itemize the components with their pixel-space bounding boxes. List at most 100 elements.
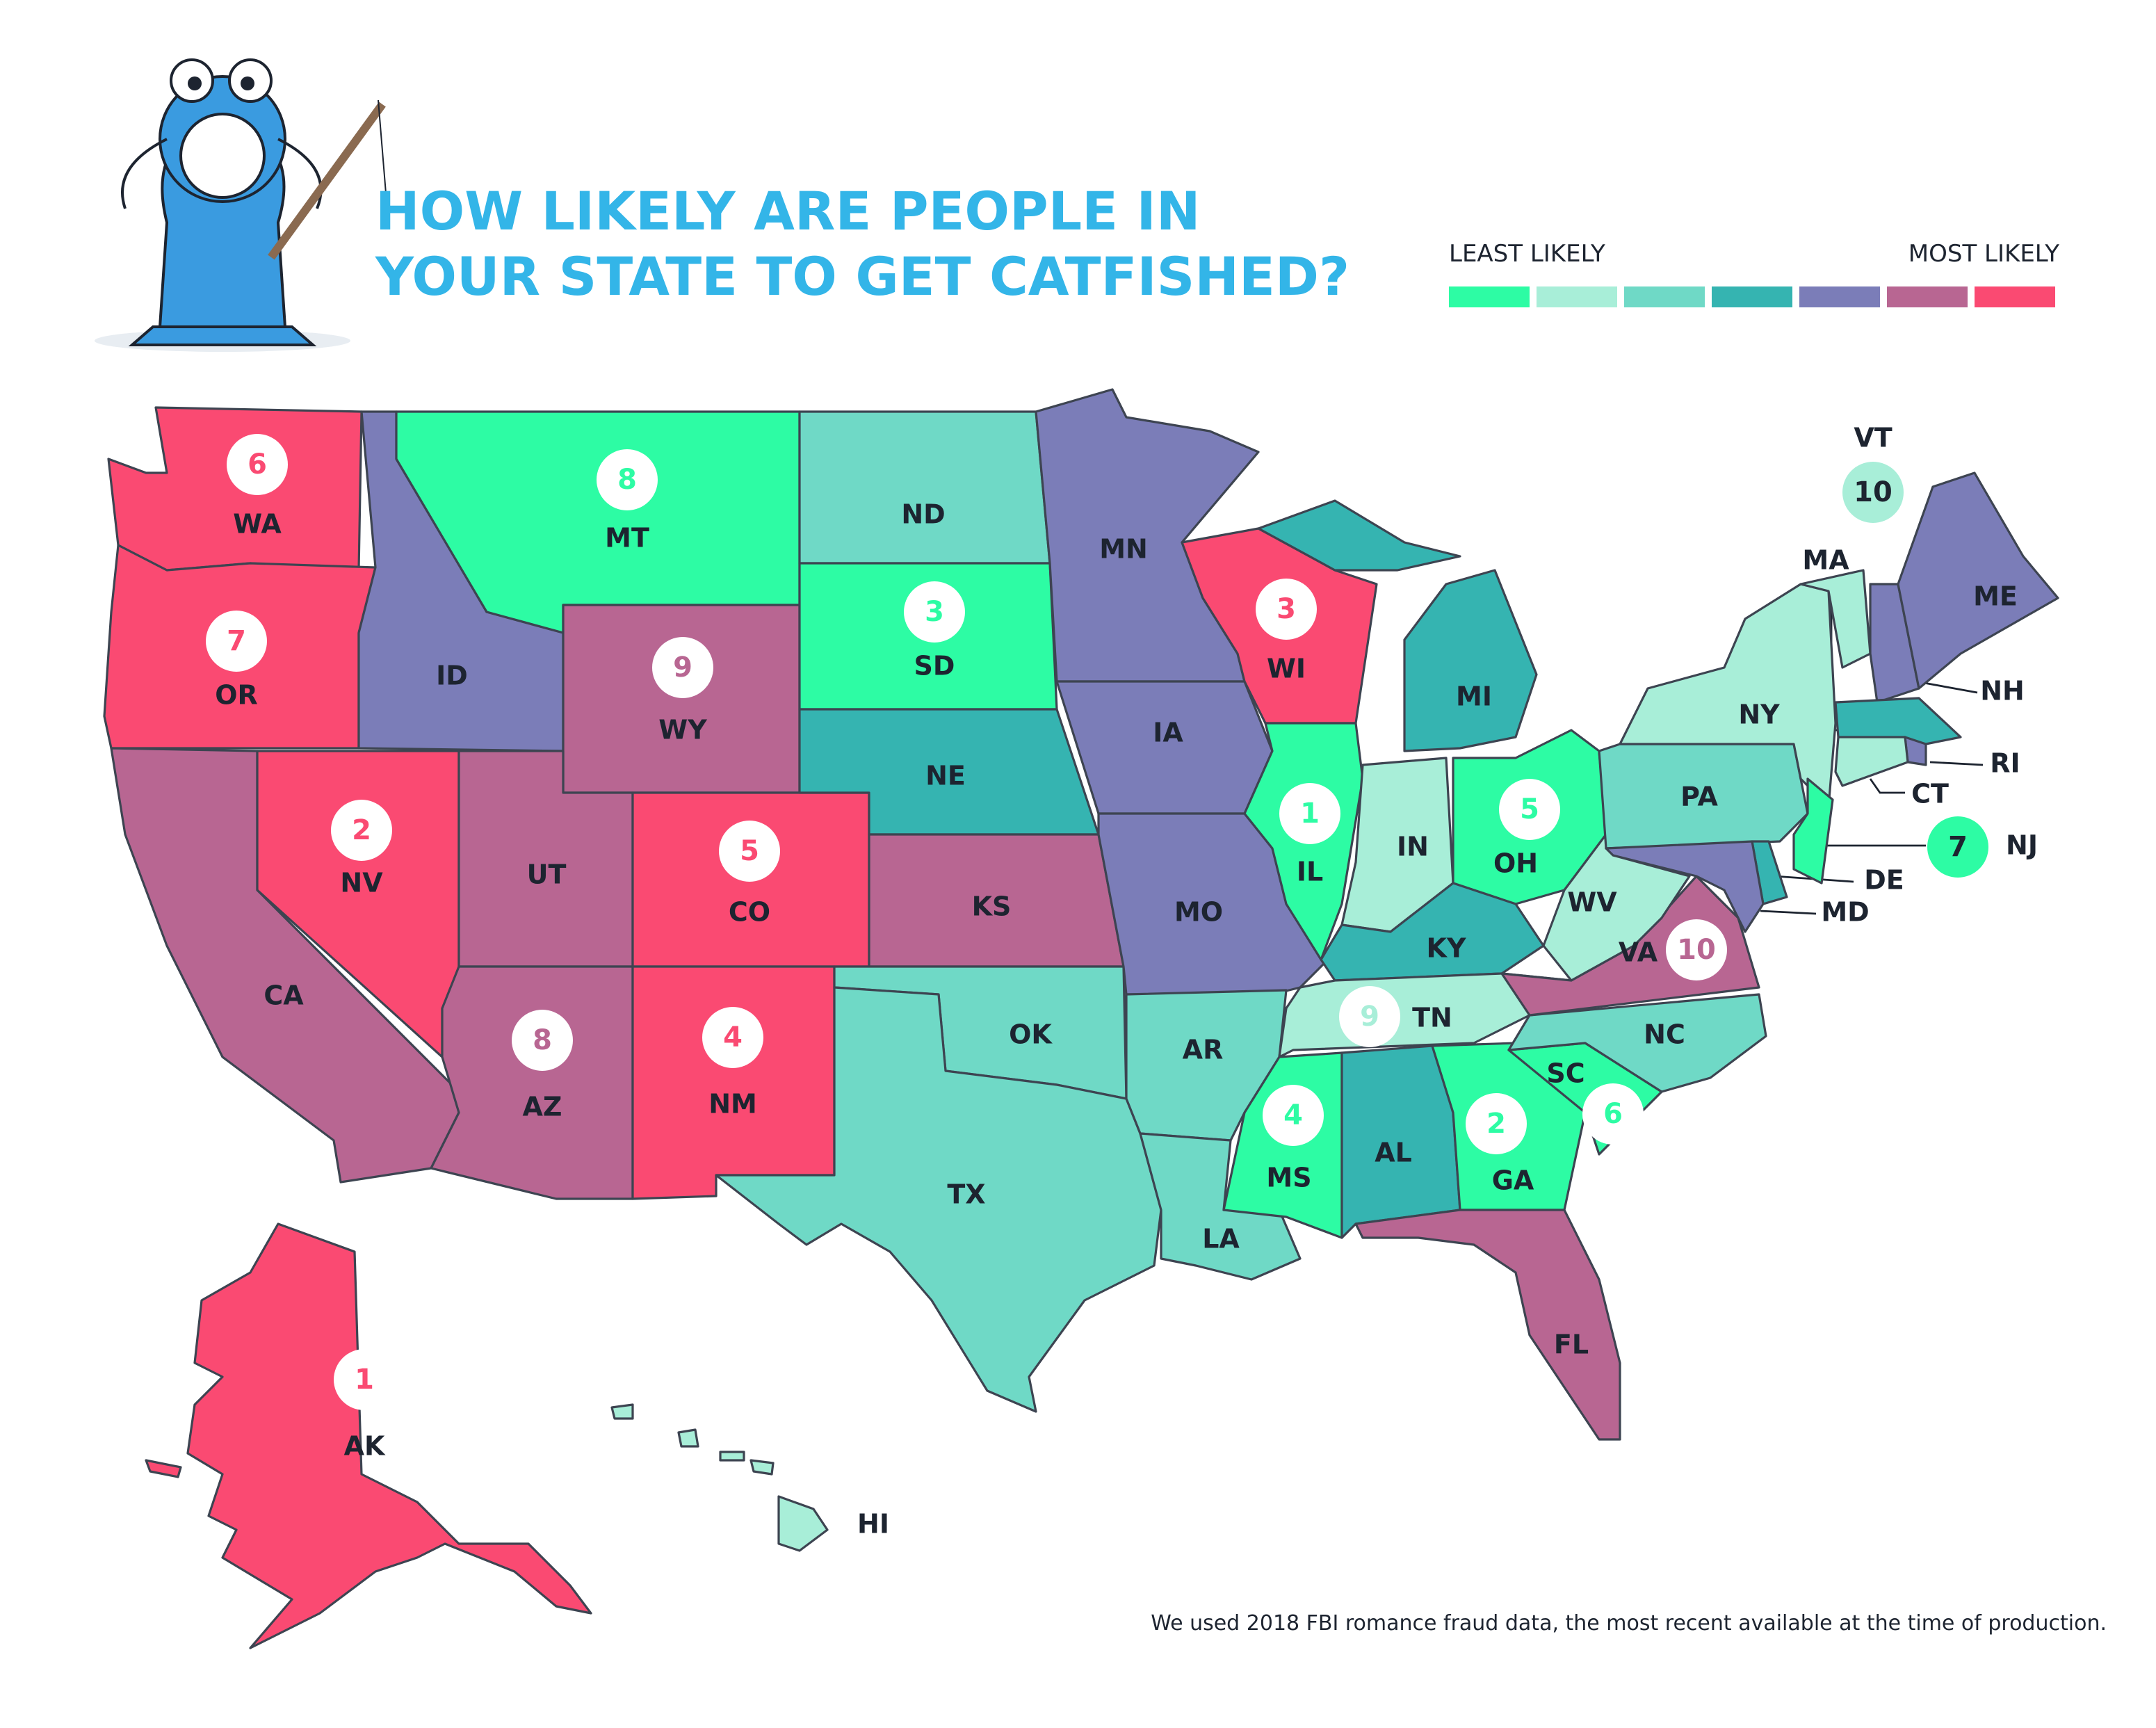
state [145, 1222, 592, 1649]
title-line: HOW LIKELY ARE PEOPLE IN [375, 180, 1200, 242]
state-label: MN [1099, 534, 1148, 565]
legend-label: LEAST LIKELY [1449, 240, 1605, 268]
state-label: CO [729, 897, 770, 928]
state-shapes [103, 388, 2059, 1649]
rank-number: 9 [673, 652, 692, 684]
state-label: VA [1619, 937, 1658, 968]
state-label: CT [1911, 779, 1949, 809]
state [798, 410, 1051, 565]
rank-number: 2 [352, 814, 371, 846]
rank-number: 9 [1360, 1001, 1379, 1033]
state [631, 965, 836, 1200]
state-label: OR [215, 680, 258, 711]
rank-badge [652, 637, 713, 698]
state [1139, 1132, 1302, 1281]
state-shape [1125, 989, 1288, 1142]
footnote: We used 2018 FBI romance fraud data, the… [1151, 1611, 2107, 1636]
state-label: CA [264, 980, 304, 1011]
state-label: MO [1174, 897, 1223, 928]
rank-number: 7 [227, 625, 246, 657]
state-shape [1897, 471, 2059, 690]
state [107, 406, 363, 572]
state-shape [145, 1459, 182, 1478]
state [1542, 833, 1691, 982]
state-label: WI [1267, 654, 1306, 684]
state-label: MS [1266, 1163, 1311, 1193]
state-label: AZ [523, 1092, 562, 1122]
state-label: IA [1153, 718, 1183, 748]
state-label: TX [947, 1179, 985, 1210]
state [430, 965, 634, 1200]
state-label: MI [1456, 681, 1492, 712]
state-shape [1507, 993, 1767, 1093]
state-shape [749, 1459, 775, 1476]
rank-badge [331, 800, 392, 861]
state [715, 986, 1162, 1413]
state-label: WY [658, 715, 707, 745]
state [1257, 499, 1538, 752]
legend-label: MOST LIKELY [1908, 240, 2059, 268]
state-shape [1354, 1209, 1621, 1441]
state-label: WA [233, 509, 282, 540]
rank-number: 7 [1948, 831, 1968, 863]
rank-number: 4 [1283, 1099, 1303, 1131]
rank-badge [1339, 986, 1400, 1047]
state-label: MD [1821, 897, 1869, 928]
state-label: ND [901, 499, 945, 530]
rank-badge [512, 1010, 573, 1071]
rank-badge [904, 581, 965, 643]
legend-swatch [1624, 286, 1705, 307]
state-label: MA [1802, 545, 1849, 576]
rank-badge [227, 434, 288, 495]
state-label: SD [914, 651, 955, 681]
rank-number: 6 [1603, 1098, 1623, 1130]
state-shape [562, 604, 801, 794]
state [1507, 993, 1767, 1093]
rank-number: 2 [1486, 1108, 1506, 1140]
state-label: NE [925, 761, 966, 791]
rank-badge [719, 821, 780, 882]
state-shape [430, 965, 634, 1200]
state [1792, 777, 1834, 885]
state-label: DE [1864, 865, 1904, 896]
state-label: TN [1412, 1003, 1452, 1033]
rank-badge [1842, 462, 1904, 523]
legend-swatch [1712, 286, 1792, 307]
state-label: KY [1427, 933, 1466, 964]
state-shape [1257, 499, 1461, 572]
state-label: NM [708, 1089, 757, 1120]
state-label: OK [1009, 1019, 1053, 1050]
legend-swatch [1537, 286, 1617, 307]
state-label: IN [1397, 832, 1429, 862]
state-label: ID [436, 661, 468, 691]
state-labels: WA 6 OR 7 CA NV 2 ID MT 8 WY 9 UT AZ 8 CO 5 NM 4 ND SD 3 NE KS O… [206, 423, 2038, 1540]
state-shape [631, 965, 836, 1200]
rank-badge [1279, 783, 1340, 844]
state-shape [715, 986, 1162, 1413]
state-shape [1542, 833, 1691, 982]
state-shape [107, 406, 363, 572]
rank-badge [1256, 579, 1317, 640]
legend-swatch [1449, 286, 1530, 307]
legend-swatch [1799, 286, 1880, 307]
legend-swatch [1887, 286, 1968, 307]
state-label: LA [1202, 1224, 1240, 1254]
rank-number: 5 [1520, 793, 1539, 825]
state [1834, 736, 1909, 787]
state-label: NH [1980, 676, 2025, 706]
rank-number: 1 [1300, 798, 1320, 830]
rank-number: 4 [723, 1022, 743, 1053]
state-shape [777, 1495, 829, 1552]
state-shape [186, 1222, 592, 1649]
state [1125, 989, 1288, 1142]
state-label: AR [1183, 1035, 1224, 1065]
state-label: AK [344, 1431, 386, 1462]
state-label: UT [527, 859, 567, 890]
state-label: GA [1492, 1165, 1534, 1196]
state-label: IL [1297, 857, 1323, 887]
state-shape [1834, 736, 1909, 787]
state-label: NJ [2006, 830, 2038, 861]
state [1869, 583, 1920, 704]
state-label: FL [1554, 1330, 1589, 1360]
